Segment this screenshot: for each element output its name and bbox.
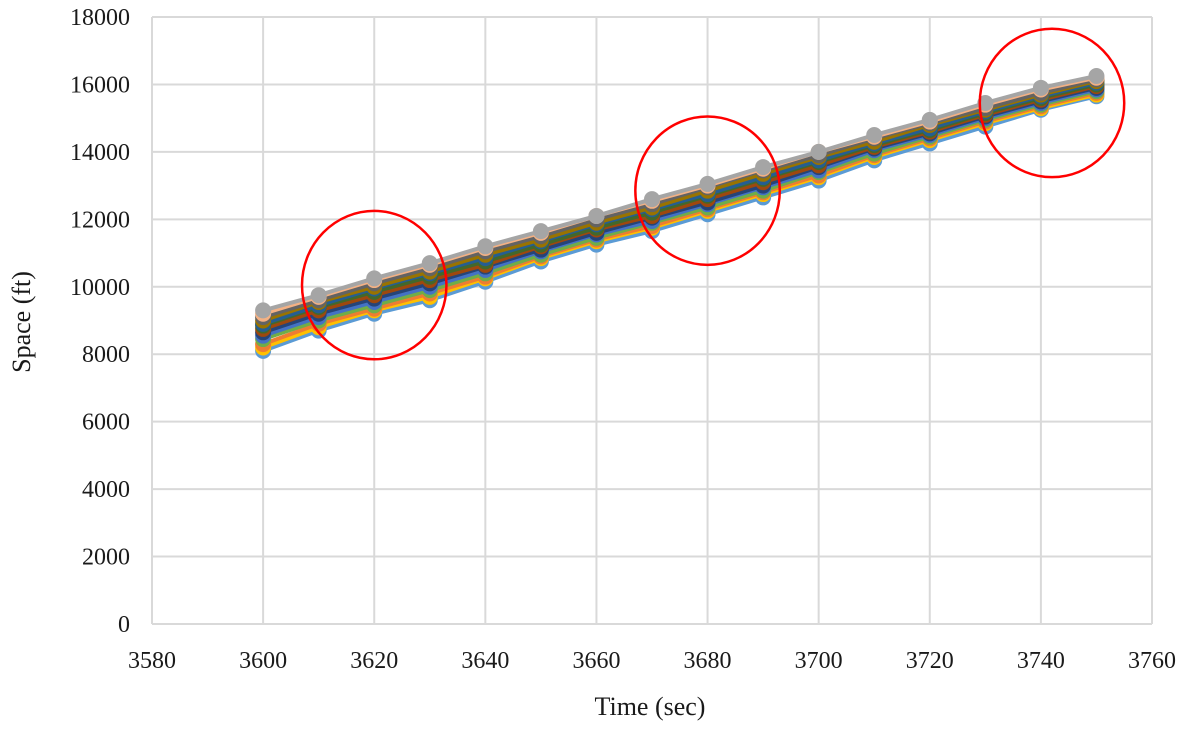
x-tick-label: 3580 [128,648,176,674]
data-point [977,94,994,111]
highlight-circle [300,209,448,361]
highlight-circle [634,115,782,267]
x-tick-label: 3660 [572,648,620,674]
series-1 [255,88,1105,359]
highlight-circles [300,27,1126,361]
data-point [1088,68,1105,85]
x-tick-labels: 3580 3600 3620 3640 3660 3680 3700 3720 3740 3760 [128,648,1176,674]
x-tick-label: 3680 [684,648,732,674]
data-series [255,68,1105,359]
data-point [421,255,438,272]
highlight-circle [978,27,1126,179]
x-tick-label: 3600 [239,648,287,674]
series-2 [255,86,1105,356]
data-point [755,159,772,176]
data-point [866,127,883,144]
y-tick-label: 4000 [82,477,130,503]
y-tick-label: 0 [118,612,130,638]
x-axis-title: Time (sec) [595,692,706,721]
y-tick-labels: 0 2000 4000 6000 8000 10000 12000 14000 16000 180… [70,5,130,638]
y-axis-title: Space (ft) [7,271,36,373]
series-line [262,94,1097,353]
y-tick-label: 18000 [70,5,130,31]
data-point [310,287,327,304]
data-point [644,191,660,208]
y-tick-label: 12000 [70,207,130,233]
data-point [477,238,494,255]
data-point [1032,79,1049,96]
x-tick-label: 3760 [1128,648,1176,674]
data-point [810,143,827,160]
x-tick-label: 3620 [350,648,398,674]
x-tick-label: 3740 [1017,648,1065,674]
x-tick-label: 3640 [461,648,509,674]
series-line [262,74,1097,313]
y-tick-label: 14000 [70,140,130,166]
data-point [366,270,383,287]
data-point [921,111,938,128]
series-line [262,77,1097,320]
y-tick-label: 2000 [82,545,130,571]
y-tick-label: 10000 [70,275,130,301]
y-tick-label: 8000 [82,342,130,368]
x-tick-label: 3720 [906,648,954,674]
data-point [532,223,549,240]
data-point [255,302,272,319]
data-point [699,175,716,192]
series-13 [255,68,1105,319]
data-point [588,207,605,224]
y-tick-label: 16000 [70,72,130,98]
x-tick-label: 3700 [795,648,843,674]
y-tick-label: 6000 [82,410,130,436]
